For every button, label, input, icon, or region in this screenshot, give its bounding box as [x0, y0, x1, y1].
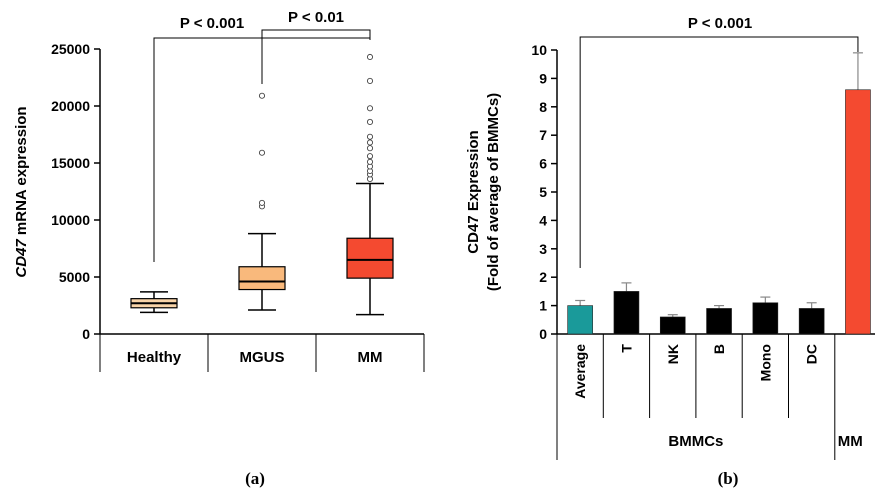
panel-b-bar-5 [798, 308, 825, 335]
panel-a-box-2 [346, 237, 394, 279]
panel-a-outlier-2-6 [366, 145, 374, 152]
panel-b-significance-bracket [579, 36, 859, 268]
panel-a-category-label-2: MM [358, 349, 383, 366]
panel-b-category-label-5: DC [804, 344, 820, 364]
panel-b-significance-label: P < 0.001 [688, 15, 752, 32]
panel-b-bar-6 [845, 89, 871, 335]
panel-a-boxplot: 0 5000 10000 15000 20000 25000 CD47 mRNA expr… [13, 9, 425, 488]
panel-a-ytick-label-5: 25000 [51, 41, 90, 57]
panel-b-group-label-1: MM [838, 433, 863, 450]
panel-a-caption: (a) [245, 469, 265, 488]
panel-a-outlier-2-4 [366, 158, 374, 165]
panel-b-category-label-4: Mono [757, 344, 773, 381]
panel-b-ytick-label-1: 1 [539, 298, 547, 314]
panel-b-ytick-label-3: 3 [539, 241, 547, 257]
panel-a-category-label-1: MGUS [240, 349, 285, 366]
panel-a-outlier-2-10 [366, 105, 374, 112]
panel-b-bar-4 [752, 302, 779, 335]
panel-a-outlier-1-2 [258, 149, 266, 156]
panel-a-axes: 0 5000 10000 15000 20000 25000 [51, 41, 425, 372]
panel-a-ylabel: CD47 mRNA expression [13, 106, 30, 277]
panel-b-ytick-label-5: 5 [539, 184, 547, 200]
panel-a-ytick-label-1: 5000 [59, 269, 90, 285]
panel-b-bar-3 [706, 308, 732, 335]
panel-a-ytick-label-3: 15000 [51, 155, 90, 171]
panel-a-outlier-2-8 [366, 133, 374, 140]
panel-b-caption: (b) [718, 469, 739, 488]
panel-a-outlier-1-3 [258, 92, 266, 99]
panel-a-outlier-2-12 [366, 53, 374, 61]
panel-b-group-label-0: BMMCs [668, 433, 723, 450]
panel-a-ytick-label-0: 0 [82, 326, 90, 342]
panel-a-outlier-1-1 [258, 199, 266, 206]
panel-a-significance-bracket-1 [261, 29, 371, 84]
panel-b-category-label-2: NK [665, 344, 681, 364]
panel-b-ytick-label-4: 4 [539, 212, 547, 228]
panel-b-ylabel-line2: (Fold of average of BMMCs) [485, 93, 502, 291]
panel-a-ylabel-rest: mRNA expression [13, 106, 30, 239]
panel-b-barchart: 0 1 2 3 4 5 6 7 8 9 10 CD47 Expression (Fold of av… [465, 15, 875, 488]
panel-b-category-label-3: B [711, 344, 727, 354]
panel-b-ytick-label-2: 2 [539, 269, 547, 285]
panel-a-marks: Healthy MGUS MM P < 0.001 P < 0.01 [127, 9, 394, 366]
panel-b-bar-2 [659, 316, 686, 335]
panel-a-outlier-2-9 [366, 118, 374, 126]
panel-a-significance-label-0: P < 0.001 [180, 15, 244, 32]
panel-b-bar-1 [613, 291, 640, 335]
panel-b-category-label-0: Average [572, 344, 588, 399]
panel-a-outlier-2-7 [366, 139, 374, 146]
panel-b-bar-0 [567, 305, 593, 335]
panel-b-ytick-label-9: 9 [539, 70, 547, 86]
panel-b-ytick-label-8: 8 [539, 99, 547, 115]
panel-a-significance-label-1: P < 0.01 [288, 9, 344, 26]
panel-b-category-label-1: T [618, 344, 634, 353]
panel-a-ylabel-italic: CD47 [13, 239, 30, 278]
panel-a-category-label-0: Healthy [127, 349, 182, 366]
panel-b-ytick-label-7: 7 [539, 127, 547, 143]
panel-a-outlier-2-5 [366, 153, 374, 160]
panel-b-marks: Average T NK B Mono DC BMMCs MM P < 0.001 [567, 15, 871, 450]
panel-a-outlier-2-11 [366, 77, 374, 84]
panel-b-ytick-label-0: 0 [539, 326, 547, 342]
panel-a-ytick-label-2: 10000 [51, 212, 90, 228]
panel-b-ytick-label-6: 6 [539, 156, 547, 172]
panel-b-ylabel-line1: CD47 Expression [465, 130, 482, 253]
panel-a-box-1 [238, 266, 286, 291]
panel-a-ytick-label-4: 20000 [51, 98, 90, 114]
panel-b-ytick-label-10: 10 [531, 42, 547, 58]
